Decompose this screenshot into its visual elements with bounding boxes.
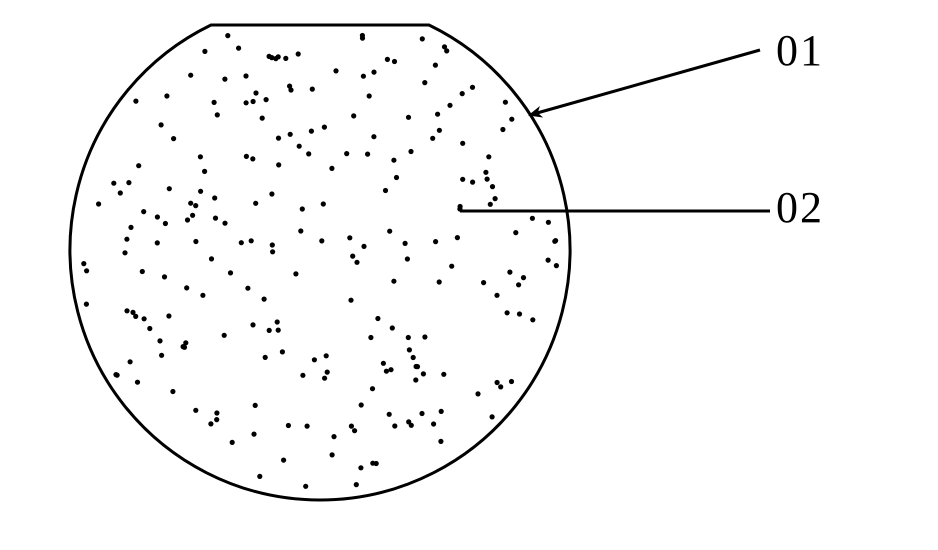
leader-line-01 xyxy=(530,50,760,115)
diagram-svg xyxy=(0,0,938,550)
figure-container: 01 02 xyxy=(0,0,938,550)
vessel-interior xyxy=(81,33,559,489)
annotation-label-01: 01 xyxy=(776,25,824,76)
vessel-outline xyxy=(70,25,570,500)
annotation-label-02: 02 xyxy=(776,182,824,233)
